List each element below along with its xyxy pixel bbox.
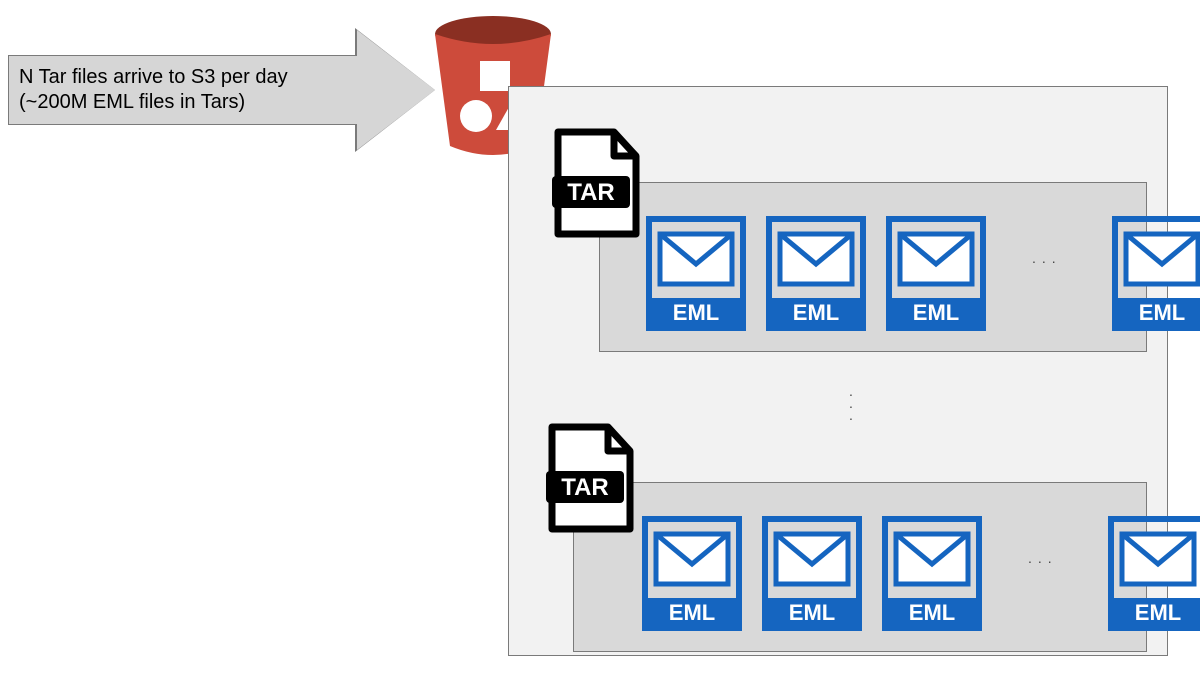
eml-file-icon: EML bbox=[646, 216, 746, 331]
ellipsis-horizontal: ... bbox=[1026, 250, 1072, 296]
eml-file-icon: EML bbox=[1108, 516, 1200, 631]
tar-label-text: TAR bbox=[567, 179, 615, 206]
svg-text:EML: EML bbox=[1134, 600, 1180, 625]
svg-text:EML: EML bbox=[1138, 300, 1184, 325]
ingest-arrow: N Tar files arrive to S3 per day (~200M … bbox=[8, 30, 436, 150]
s3-contents-box: TAR EML EML EML ... EML ... bbox=[508, 86, 1168, 656]
eml-file-icon: EML bbox=[642, 516, 742, 631]
eml-file-icon: EML bbox=[762, 516, 862, 631]
arrow-text-line1: N Tar files arrive to S3 per day bbox=[19, 65, 358, 90]
eml-file-icon: EML bbox=[1112, 216, 1200, 331]
tar-archive-group: TAR EML EML EML ... EML bbox=[573, 482, 1147, 652]
tar-archive-group: TAR EML EML EML ... EML bbox=[599, 182, 1147, 352]
eml-row: EML EML EML ... EML bbox=[574, 513, 1136, 633]
svg-text:EML: EML bbox=[669, 600, 715, 625]
arrow-body: N Tar files arrive to S3 per day (~200M … bbox=[8, 55, 358, 125]
diagram-canvas: N Tar files arrive to S3 per day (~200M … bbox=[0, 0, 1200, 677]
arrow-text-line2: (~200M EML files in Tars) bbox=[19, 90, 358, 115]
arrow-head bbox=[357, 30, 435, 150]
svg-text:EML: EML bbox=[909, 600, 955, 625]
ellipsis-vertical: ... bbox=[849, 385, 853, 421]
eml-file-icon: EML bbox=[886, 216, 986, 331]
svg-text:EML: EML bbox=[793, 300, 839, 325]
svg-text:EML: EML bbox=[913, 300, 959, 325]
svg-text:EML: EML bbox=[789, 600, 835, 625]
eml-file-icon: EML bbox=[882, 516, 982, 631]
svg-text:EML: EML bbox=[673, 300, 719, 325]
tar-label-text: TAR bbox=[561, 474, 609, 501]
ellipsis-horizontal: ... bbox=[1022, 550, 1068, 596]
eml-row: EML EML EML ... EML bbox=[600, 213, 1136, 333]
eml-file-icon: EML bbox=[766, 216, 866, 331]
